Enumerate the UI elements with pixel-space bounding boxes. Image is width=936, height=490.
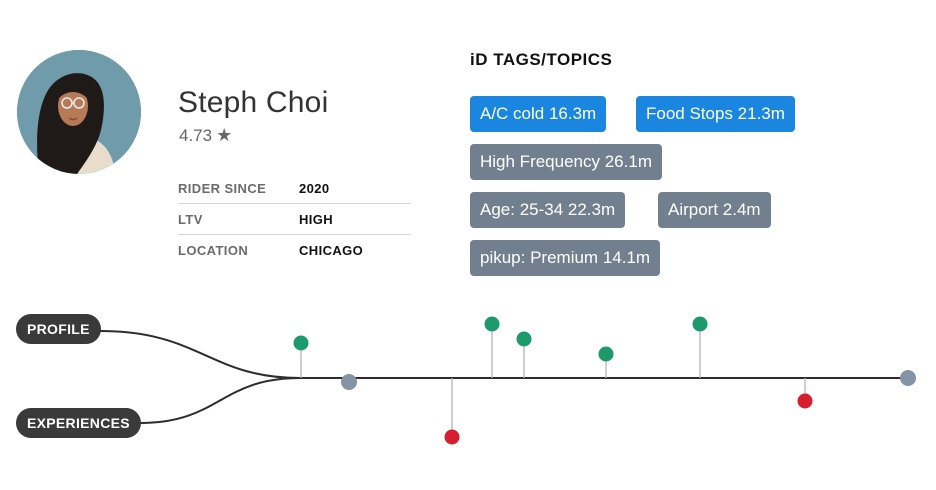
- timeline-end-marker[interactable]: [900, 370, 916, 386]
- positive-event-marker[interactable]: [293, 335, 309, 351]
- tag-airport[interactable]: Airport 2.4m: [658, 192, 771, 228]
- detail-row-rider-since: RIDER SINCE 2020: [178, 173, 411, 204]
- tag-age[interactable]: Age: 25-34 22.3m: [470, 192, 626, 228]
- negative-event-marker[interactable]: [444, 429, 460, 445]
- detail-value: HIGH: [299, 211, 334, 227]
- timeline-start-marker[interactable]: [341, 374, 357, 390]
- experiences-connector: [139, 377, 301, 424]
- detail-row-ltv: LTV HIGH: [178, 204, 411, 235]
- tags-title: iD TAGS/TOPICS: [470, 50, 613, 69]
- detail-value: 2020: [299, 180, 330, 196]
- tag-ac-cold[interactable]: A/C cold 16.3m: [470, 96, 607, 132]
- detail-row-location: LOCATION CHICAGO: [178, 235, 411, 265]
- detail-label: LOCATION: [178, 242, 249, 258]
- rating-value: 4.73: [179, 125, 213, 145]
- rider-name: Steph Choi: [178, 86, 329, 119]
- star-icon: ★: [216, 125, 233, 145]
- profile-label[interactable]: PROFILE: [16, 314, 101, 344]
- positive-event-marker[interactable]: [516, 331, 532, 347]
- rider-details: RIDER SINCE 2020 LTV HIGH LOCATION CHICA…: [178, 173, 411, 265]
- positive-event-marker[interactable]: [692, 316, 708, 332]
- detail-label: RIDER SINCE: [178, 180, 267, 196]
- avatar-illustration: [17, 50, 141, 174]
- rating: 4.73 ★: [179, 125, 232, 146]
- experiences-label[interactable]: EXPERIENCES: [16, 408, 141, 438]
- detail-label: LTV: [178, 211, 203, 227]
- negative-event-marker[interactable]: [797, 393, 813, 409]
- profile-connector: [99, 330, 301, 379]
- tag-pikup-premium[interactable]: pikup: Premium 14.1m: [470, 240, 661, 276]
- tag-high-frequency[interactable]: High Frequency 26.1m: [470, 144, 662, 180]
- detail-value: CHICAGO: [299, 242, 364, 258]
- experience-timeline: [99, 316, 916, 445]
- positive-event-marker[interactable]: [598, 346, 614, 362]
- tag-food-stops[interactable]: Food Stops 21.3m: [636, 96, 795, 132]
- avatar: [17, 50, 141, 174]
- positive-event-marker[interactable]: [484, 316, 500, 332]
